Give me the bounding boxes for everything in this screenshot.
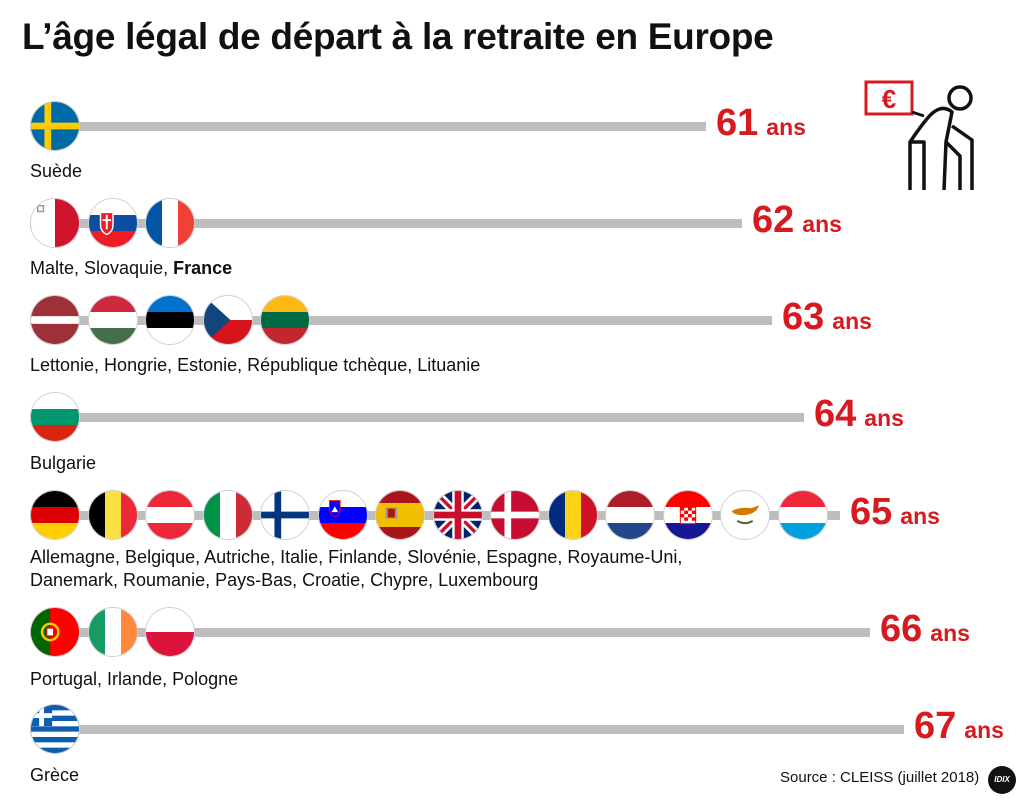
age-label-67: 67 ans xyxy=(914,705,1004,748)
country-list: Malte, Slovaquie, France xyxy=(30,257,232,280)
luxembourg-flag-icon xyxy=(777,490,828,540)
portugal-flag-icon xyxy=(30,607,80,657)
romania-flag-icon xyxy=(547,490,598,540)
netherlands-flag-icon xyxy=(605,490,655,540)
age-bar-61 xyxy=(30,121,706,131)
latvia-flag-icon xyxy=(30,295,80,345)
age-bar-67 xyxy=(30,724,904,734)
country-names: Malte, Slovaquie, xyxy=(30,258,174,278)
belgium-flag-icon xyxy=(87,490,138,540)
country-list: Suède xyxy=(30,160,82,183)
age-value: 63 xyxy=(782,296,825,338)
germany-flag-icon xyxy=(30,490,80,540)
estonia-flag-icon xyxy=(145,295,195,345)
italy-flag-icon xyxy=(202,490,253,540)
age-unit: ans xyxy=(864,405,904,431)
country-names-line2: Danemark, Roumanie, Pays-Bas, Croatie, C… xyxy=(30,570,539,590)
denmark-flag-icon xyxy=(490,490,540,540)
age-label-65: 65 ans xyxy=(850,491,940,534)
united-kingdom-flag-icon xyxy=(432,490,483,540)
age-unit: ans xyxy=(832,308,872,334)
country-names: Allemagne, Belgique, Autriche, Italie, F… xyxy=(30,547,683,567)
cyprus-flag-icon xyxy=(720,490,770,540)
age-value: 62 xyxy=(752,199,795,241)
greece-flag-icon xyxy=(30,704,80,754)
age-label-64: 64 ans xyxy=(814,393,904,436)
country-list: Portugal, Irlande, Pologne xyxy=(30,668,238,691)
age-unit: ans xyxy=(964,717,1004,743)
age-label-61: 61 ans xyxy=(716,102,806,145)
age-unit: ans xyxy=(802,211,842,237)
country-names: Lettonie, Hongrie, Estonie, République t… xyxy=(30,355,481,375)
age-value: 64 xyxy=(814,393,857,435)
czech-republic-flag-icon xyxy=(202,295,253,345)
age-unit: ans xyxy=(766,114,806,140)
chart-title: L’âge légal de départ à la retraite en E… xyxy=(22,16,774,57)
country-list: Allemagne, Belgique, Autriche, Italie, F… xyxy=(30,546,682,592)
country-list: Bulgarie xyxy=(30,452,96,475)
age-unit: ans xyxy=(930,620,970,646)
source-note: Source : CLEISS (juillet 2018) xyxy=(780,769,980,786)
spain-flag-icon xyxy=(375,490,425,540)
sweden-flag-icon xyxy=(30,101,80,151)
country-names: Suède xyxy=(30,161,83,181)
slovakia-flag-icon xyxy=(87,198,138,248)
croatia-flag-icon xyxy=(662,490,713,540)
slovenia-flag-icon xyxy=(317,490,368,540)
age-bar-63 xyxy=(30,315,772,325)
country-highlight: France xyxy=(173,258,233,278)
country-names: Portugal, Irlande, Pologne xyxy=(30,669,239,689)
country-list: Grèce xyxy=(30,764,79,787)
age-value: 65 xyxy=(850,491,893,533)
idix-logo: IDIX xyxy=(988,766,1016,794)
age-value: 66 xyxy=(880,608,923,650)
hungary-flag-icon xyxy=(87,295,138,345)
age-label-62: 62 ans xyxy=(752,199,842,242)
age-bar-66 xyxy=(30,627,870,637)
age-value: 61 xyxy=(716,102,759,144)
age-value: 67 xyxy=(914,705,957,747)
austria-flag-icon xyxy=(145,490,195,540)
poland-flag-icon xyxy=(145,607,195,657)
age-bar-62 xyxy=(30,218,742,228)
finland-flag-icon xyxy=(260,490,310,540)
country-names: Bulgarie xyxy=(30,453,97,473)
country-names: Grèce xyxy=(30,765,80,785)
lithuania-flag-icon xyxy=(260,295,310,345)
age-unit: ans xyxy=(900,503,940,529)
retiree-with-cane-icon: € xyxy=(864,80,974,191)
euro-symbol: € xyxy=(882,84,896,114)
age-bar-64 xyxy=(30,412,804,422)
age-label-66: 66 ans xyxy=(880,608,970,651)
ireland-flag-icon xyxy=(87,607,138,657)
age-label-63: 63 ans xyxy=(782,296,872,339)
country-list: Lettonie, Hongrie, Estonie, République t… xyxy=(30,354,480,377)
bulgaria-flag-icon xyxy=(30,392,80,442)
france-flag-icon xyxy=(145,198,195,248)
malta-flag-icon xyxy=(30,198,80,248)
